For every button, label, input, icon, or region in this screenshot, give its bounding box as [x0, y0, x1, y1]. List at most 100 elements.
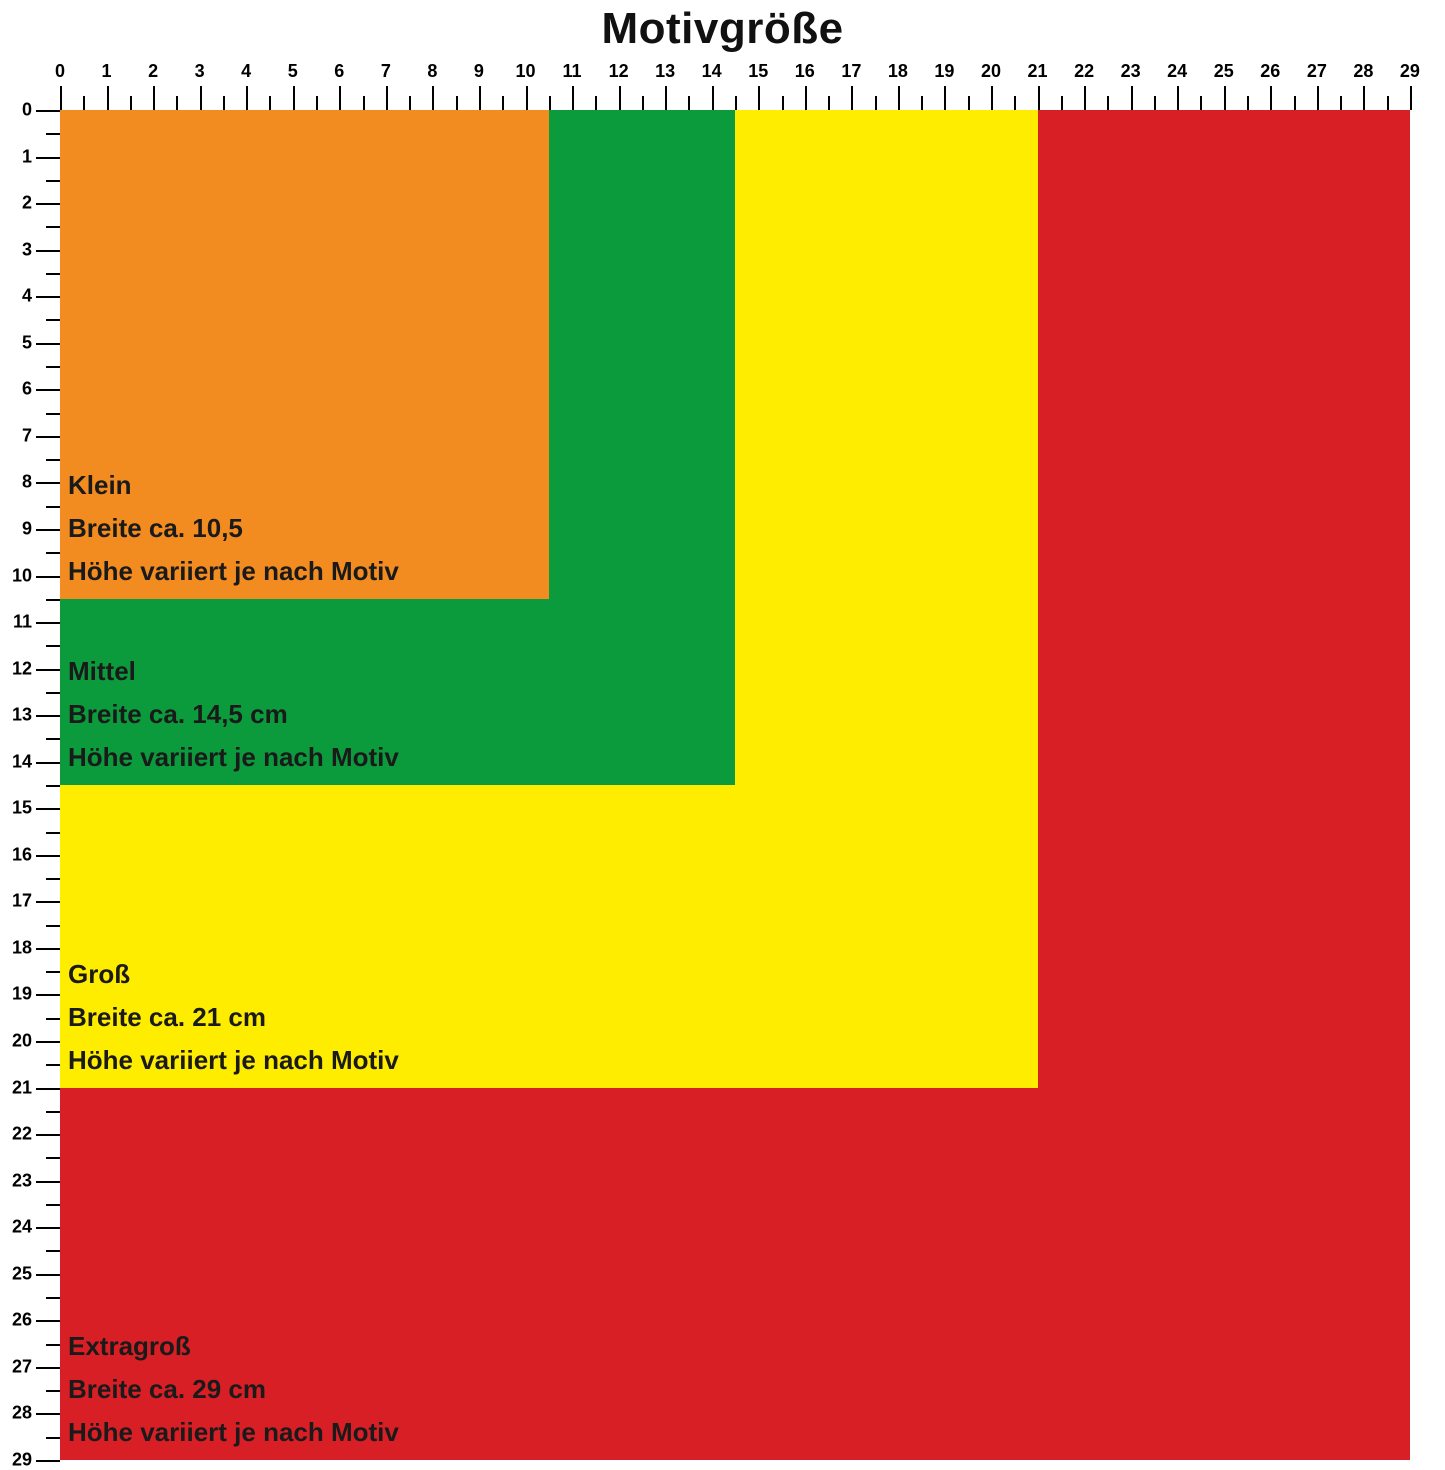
ruler-left-label: 13	[12, 705, 32, 726]
ruler-top-label: 20	[981, 61, 1001, 82]
ruler-top-tick	[1038, 86, 1040, 110]
ruler-top-tick	[386, 86, 388, 110]
ruler-left-minor-tick	[46, 925, 60, 927]
ruler-top-tick	[153, 86, 155, 110]
ruler-left-minor-tick	[46, 832, 60, 834]
ruler-left-minor-tick	[46, 273, 60, 275]
size-box-label-klein: KleinBreite ca. 10,5Höhe variiert je nac…	[68, 464, 399, 593]
ruler-top-minor-tick	[1294, 96, 1296, 110]
ruler-left-minor-tick	[46, 180, 60, 182]
ruler-left-tick	[36, 1413, 60, 1415]
ruler-top-label: 16	[795, 61, 815, 82]
ruler-left-tick	[36, 1320, 60, 1322]
size-box-label-extragross: ExtragroßBreite ca. 29 cmHöhe variiert j…	[68, 1325, 399, 1454]
ruler-top-minor-tick	[968, 96, 970, 110]
ruler-top-tick	[60, 86, 62, 110]
ruler-top-minor-tick	[688, 96, 690, 110]
ruler-left-minor-tick	[46, 645, 60, 647]
ruler-left-tick	[36, 808, 60, 810]
ruler-top-label: 26	[1260, 61, 1280, 82]
ruler-top-label: 18	[888, 61, 908, 82]
ruler-left-minor-tick	[46, 366, 60, 368]
ruler-left-tick	[36, 436, 60, 438]
ruler-top-tick	[1363, 86, 1365, 110]
ruler-left-label: 24	[12, 1217, 32, 1238]
ruler-left-tick	[36, 762, 60, 764]
ruler-left-minor-tick	[46, 785, 60, 787]
ruler-left-minor-tick	[46, 1390, 60, 1392]
ruler-left-tick	[36, 110, 60, 112]
ruler-top-minor-tick	[828, 96, 830, 110]
ruler-left-label: 14	[12, 751, 32, 772]
ruler-top-label: 2	[148, 61, 158, 82]
ruler-left-minor-tick	[46, 1018, 60, 1020]
ruler-left-label: 8	[22, 472, 32, 493]
ruler-left-label: 23	[12, 1170, 32, 1191]
ruler-top-label: 7	[381, 61, 391, 82]
ruler-left-label: 25	[12, 1263, 32, 1284]
ruler-top-label: 10	[515, 61, 535, 82]
ruler-left-minor-tick	[46, 1437, 60, 1439]
ruler-top-label: 27	[1307, 61, 1327, 82]
ruler-top-label: 13	[655, 61, 675, 82]
ruler-left-minor-tick	[46, 599, 60, 601]
ruler-top-minor-tick	[130, 96, 132, 110]
ruler-left-tick	[36, 482, 60, 484]
ruler-left-tick	[36, 1460, 60, 1462]
ruler-top-tick	[944, 86, 946, 110]
ruler-top-minor-tick	[176, 96, 178, 110]
ruler-top-label: 8	[427, 61, 437, 82]
ruler-top-minor-tick	[595, 96, 597, 110]
ruler-top-tick	[1084, 86, 1086, 110]
ruler-top-label: 23	[1121, 61, 1141, 82]
ruler-left-tick	[36, 855, 60, 857]
ruler-top-label: 4	[241, 61, 251, 82]
ruler-top-label: 5	[288, 61, 298, 82]
ruler-left-label: 28	[12, 1403, 32, 1424]
ruler-top-tick	[1317, 86, 1319, 110]
ruler-top-label: 12	[609, 61, 629, 82]
ruler-top-label: 6	[334, 61, 344, 82]
ruler-left-tick	[36, 1088, 60, 1090]
ruler-top-minor-tick	[223, 96, 225, 110]
ruler-top-tick	[432, 86, 434, 110]
ruler-left-label: 3	[22, 239, 32, 260]
ruler-left-label: 9	[22, 518, 32, 539]
ruler-top-minor-tick	[1107, 96, 1109, 110]
ruler-left-minor-tick	[46, 319, 60, 321]
ruler-top-minor-tick	[1061, 96, 1063, 110]
ruler-left-label: 11	[13, 612, 32, 633]
ruler-left-label: 29	[12, 1449, 32, 1470]
ruler-left-label: 2	[22, 193, 32, 214]
ruler-top-minor-tick	[875, 96, 877, 110]
ruler-top-minor-tick	[502, 96, 504, 110]
ruler-left-minor-tick	[46, 1204, 60, 1206]
ruler-top-tick	[1270, 86, 1272, 110]
ruler-left-label: 26	[12, 1310, 32, 1331]
ruler-top-tick	[572, 86, 574, 110]
ruler-left-label: 20	[12, 1031, 32, 1052]
ruler-left-label: 17	[12, 891, 32, 912]
ruler-top-label: 14	[702, 61, 722, 82]
ruler-left-minor-tick	[46, 226, 60, 228]
size-box-label-gross: GroßBreite ca. 21 cmHöhe variiert je nac…	[68, 953, 399, 1082]
ruler-top-label: 0	[55, 61, 65, 82]
ruler-top-tick	[991, 86, 993, 110]
ruler-left-tick	[36, 1367, 60, 1369]
ruler-top-label: 15	[748, 61, 768, 82]
ruler-left-tick	[36, 622, 60, 624]
ruler-top-tick	[107, 86, 109, 110]
ruler-left-minor-tick	[46, 413, 60, 415]
ruler-top-tick	[479, 86, 481, 110]
ruler-left-tick	[36, 250, 60, 252]
ruler-top-tick	[526, 86, 528, 110]
ruler-top-minor-tick	[1340, 96, 1342, 110]
ruler-left-tick	[36, 1227, 60, 1229]
ruler-top-minor-tick	[1387, 96, 1389, 110]
ruler-left-minor-tick	[46, 1297, 60, 1299]
ruler-left-tick	[36, 715, 60, 717]
ruler-top-label: 17	[841, 61, 861, 82]
ruler-top-label: 22	[1074, 61, 1094, 82]
ruler-left-label: 19	[12, 984, 32, 1005]
ruler-top-tick	[1131, 86, 1133, 110]
